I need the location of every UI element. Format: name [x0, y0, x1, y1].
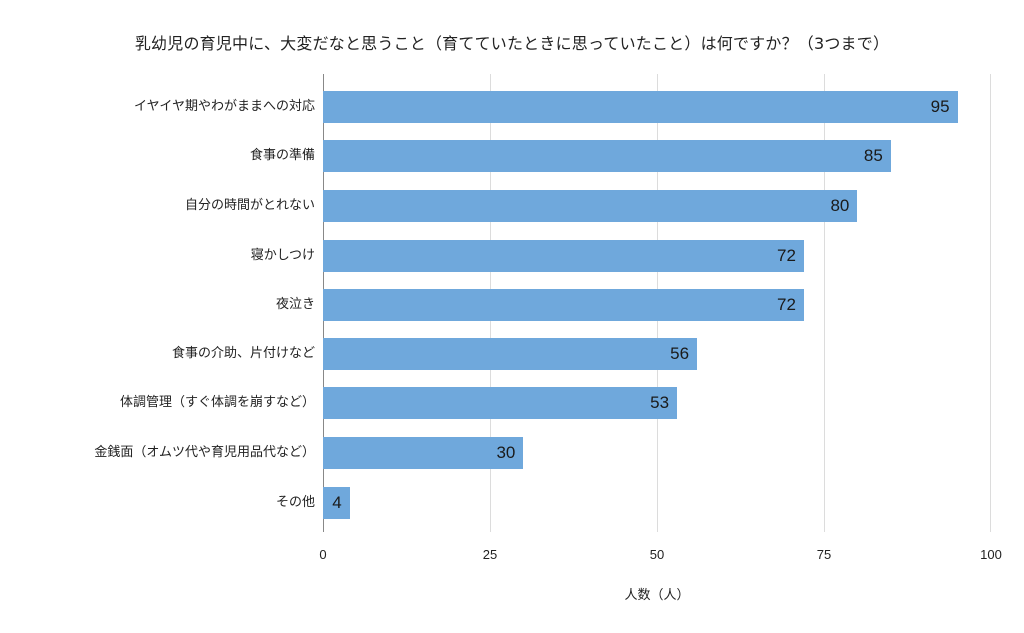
gridline-100 — [990, 74, 991, 532]
gridline-75 — [824, 74, 825, 532]
category-label: イヤイヤ期やわがままへの対応 — [134, 99, 315, 114]
bar: 30 — [323, 437, 524, 469]
chart-title: 乳幼児の育児中に、大変だなと思うこと（育てていたときに思っていたこと）は何ですか… — [134, 34, 890, 53]
plot-area: 95 85 80 72 72 56 53 30 4 — [323, 74, 991, 532]
bar-value-label: 72 — [777, 246, 796, 265]
bar-value-label: 72 — [777, 295, 796, 314]
bar-value-label: 56 — [670, 344, 690, 363]
bar: 4 — [323, 487, 350, 519]
bar-value-label: 4 — [332, 493, 342, 512]
bar: 95 — [323, 91, 958, 123]
x-tick-label: 50 — [649, 547, 665, 562]
category-label: 食事の介助、片付けなど — [171, 346, 315, 361]
bar-value-label: 95 — [930, 97, 950, 116]
bar-value-label: 53 — [650, 393, 670, 412]
category-label: 寝かしつけ — [250, 248, 315, 263]
category-label: 夜泣き — [275, 297, 315, 312]
category-label: その他 — [275, 495, 315, 510]
x-tick-label: 100 — [980, 547, 1002, 562]
category-label: 体調管理（すぐ体調を崩すなど） — [119, 395, 315, 410]
bar-value-label: 30 — [496, 443, 516, 462]
x-tick-label: 25 — [482, 547, 498, 562]
bar: 53 — [323, 387, 678, 419]
bar: 80 — [323, 190, 858, 222]
category-label: 食事の準備 — [249, 148, 315, 163]
bar-value-label: 80 — [830, 196, 850, 215]
bar: 72 — [323, 240, 804, 272]
category-label: 金銭面（オムツ代や育児用品代など） — [94, 445, 315, 460]
bar: 56 — [323, 338, 698, 370]
x-axis-title: 人数（人） — [624, 588, 690, 603]
category-label: 自分の時間がとれない — [184, 198, 315, 213]
x-tick-label: 75 — [816, 547, 832, 562]
bar: 72 — [323, 289, 804, 321]
bar: 85 — [323, 140, 891, 172]
x-tick-label: 0 — [319, 547, 327, 562]
bar-value-label: 85 — [863, 146, 883, 165]
